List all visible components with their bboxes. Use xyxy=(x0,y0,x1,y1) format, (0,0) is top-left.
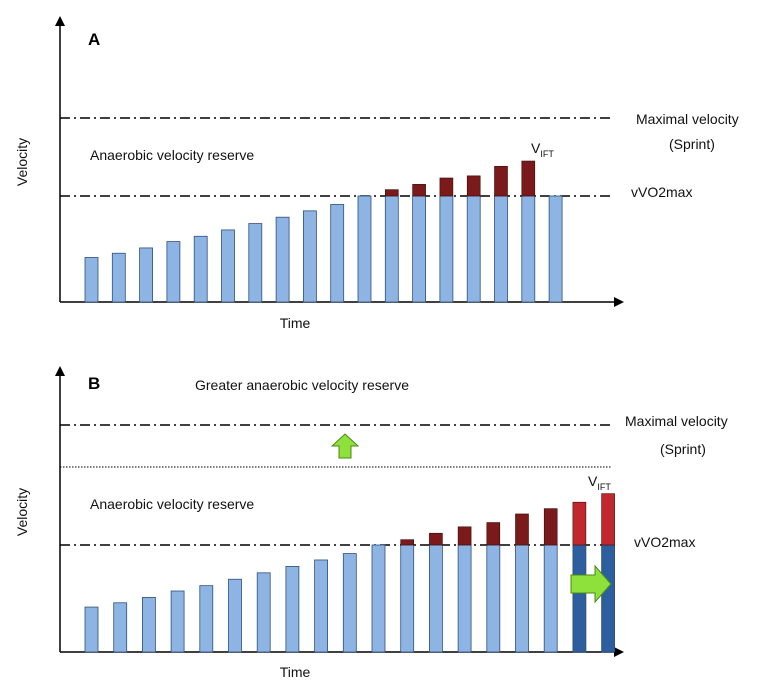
panel-b-bar-base-8 xyxy=(285,566,300,653)
panel-a-y-label: Velocity xyxy=(14,138,30,186)
panel-a-bar-base-11 xyxy=(357,195,372,303)
panel-b-bar-base-3 xyxy=(141,597,156,653)
panel-b-reserve-label: Anaerobic velocity reserve xyxy=(90,496,254,512)
panel-a-bar-anaerobic-15 xyxy=(466,175,481,197)
panel-b-bar-anaerobic-15 xyxy=(486,522,501,546)
panel-b-bar-anaerobic-17 xyxy=(543,508,558,546)
panel-a-bar-base-17 xyxy=(521,195,536,303)
panel-a-reserve-label: Anaerobic velocity reserve xyxy=(90,147,254,163)
panel-b-greater-reserve-label: Greater anaerobic velocity reserve xyxy=(195,377,409,393)
panel-b-bar-base-18 xyxy=(572,544,587,653)
panel-b-bar-anaerobic-18 xyxy=(572,501,587,546)
panel-b-bar-anaerobic-14 xyxy=(457,526,472,546)
panel-a-label: A xyxy=(88,30,100,49)
panel-b-vift-label: VIFT xyxy=(588,473,611,492)
panel-b-bar-base-5 xyxy=(199,585,214,653)
panel-a-bar-base-14 xyxy=(439,195,454,303)
panel-a-bars xyxy=(84,160,563,303)
panel-b-bar-base-9 xyxy=(314,559,329,653)
panel-a-bar-anaerobic-12 xyxy=(384,189,399,197)
panel-b-bar-base-16 xyxy=(515,544,529,653)
panel-b-bar-base-19 xyxy=(601,544,615,653)
panel-a-bar-base-10 xyxy=(330,204,345,303)
panel-b-bar-base-17 xyxy=(543,544,558,653)
panel-b: B Velocity Time Greater anaerobic veloci… xyxy=(14,366,728,680)
panel-b-bar-base-15 xyxy=(486,544,501,653)
panel-a-bar-base-2 xyxy=(111,252,126,303)
panel-b-y-label: Velocity xyxy=(14,488,30,536)
panel-a-vvo2max-label: vVO2max xyxy=(631,184,692,200)
panel-a-bar-base-6 xyxy=(221,229,235,303)
panel-a-bar-base-7 xyxy=(248,223,263,303)
panel-a-bar-base-15 xyxy=(466,195,481,303)
right-arrow-icon xyxy=(570,564,612,604)
panel-b-bar-anaerobic-16 xyxy=(515,513,529,546)
panel-a-bar-anaerobic-13 xyxy=(412,184,426,197)
panel-b-bar-base-10 xyxy=(342,553,357,653)
panel-a-bar-anaerobic-14 xyxy=(439,177,454,197)
panel-a-bar-base-3 xyxy=(139,247,154,303)
panel-b-bar-anaerobic-12 xyxy=(400,539,415,546)
panel-b-bar-base-6 xyxy=(228,578,242,653)
panel-b-bar-base-11 xyxy=(371,544,386,653)
panel-a-bar-anaerobic-17 xyxy=(521,160,536,197)
panel-b-x-label: Time xyxy=(280,664,311,680)
panel-a-x-label: Time xyxy=(280,315,311,331)
panel-b-bar-base-2 xyxy=(113,602,128,653)
up-arrow-icon xyxy=(330,433,360,459)
panel-b-bar-base-14 xyxy=(457,544,472,653)
panel-b-max-velocity-label: Maximal velocity xyxy=(625,413,728,429)
panel-a-bar-base-12 xyxy=(384,195,399,303)
panel-b-bar-base-12 xyxy=(400,544,415,653)
panel-a-bar-base-1 xyxy=(84,257,99,303)
panel-b-bars xyxy=(84,493,615,653)
panel-a-bar-base-9 xyxy=(302,210,317,303)
panel-a-bar-anaerobic-16 xyxy=(494,166,508,197)
panel-a-bar-base-16 xyxy=(494,195,508,303)
panel-b-bar-base-13 xyxy=(428,544,443,653)
panel-b-bar-base-7 xyxy=(256,572,271,653)
panel-a-bar-base-18 xyxy=(548,195,563,303)
panel-a-vift-label: VIFT xyxy=(531,140,554,159)
panel-a-bar-base-8 xyxy=(275,216,290,303)
panel-b-bar-anaerobic-13 xyxy=(429,532,443,546)
panel-a-sprint-label: (Sprint) xyxy=(669,136,715,152)
panel-a-max-velocity-label: Maximal velocity xyxy=(636,111,739,127)
panel-b-bar-base-1 xyxy=(84,606,99,653)
panel-b-bar-base-4 xyxy=(170,590,185,653)
panel-b-label: B xyxy=(88,374,100,393)
panel-a: A Velocity Time Anaerobic velocity reser… xyxy=(14,16,739,331)
panel-a-bar-base-5 xyxy=(193,235,208,303)
panel-b-bar-anaerobic-19 xyxy=(601,493,615,546)
panel-a-bar-base-4 xyxy=(166,241,181,303)
panel-b-vvo2max-label: vVO2max xyxy=(634,534,695,550)
panel-a-bar-base-13 xyxy=(412,195,427,303)
panel-b-sprint-label: (Sprint) xyxy=(660,441,706,457)
